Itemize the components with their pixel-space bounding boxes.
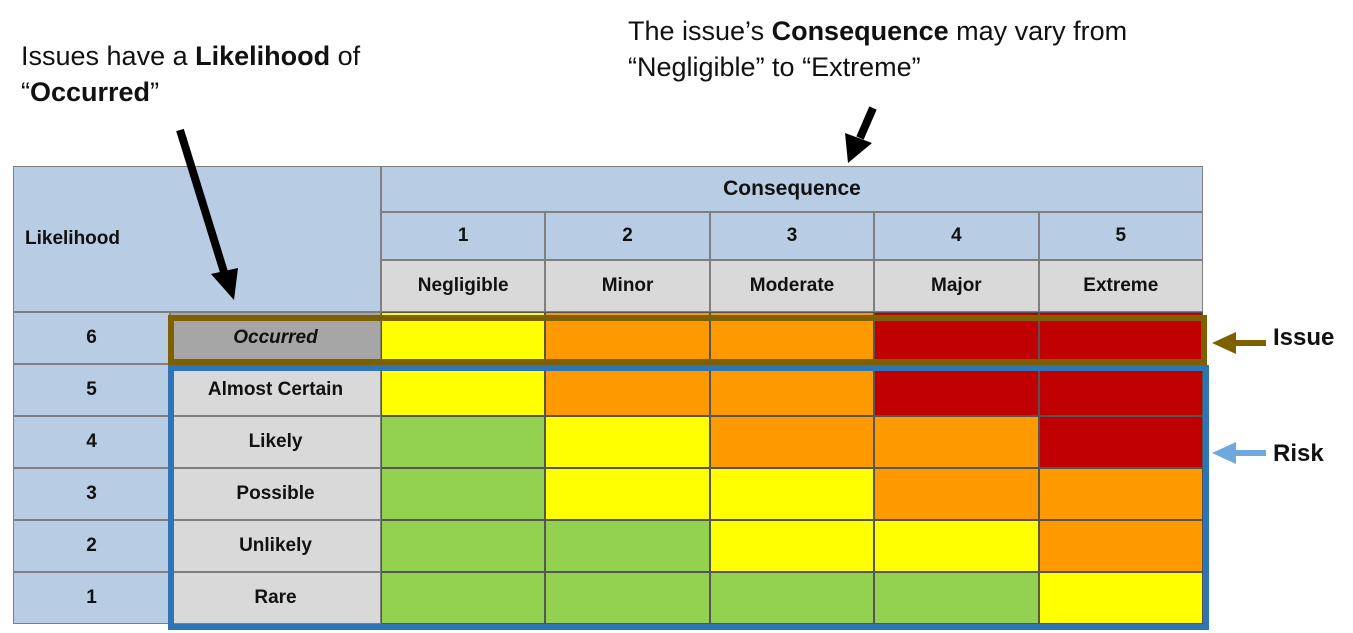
likelihood-number: 6 xyxy=(13,312,170,364)
consequence-number: 2 xyxy=(545,212,710,260)
risk-cell-green xyxy=(874,572,1039,624)
likelihood-number: 3 xyxy=(13,468,170,520)
likelihood-note-line2: “Occurred” xyxy=(21,77,160,107)
risk-cell-orange xyxy=(709,312,875,364)
consequence-label: Major xyxy=(874,260,1039,312)
risk-cell-green xyxy=(709,572,875,624)
consequence-label: Minor xyxy=(545,260,710,312)
consequence-note-line1: The issue’s Consequence may vary from xyxy=(628,16,1128,46)
likelihood-number: 4 xyxy=(13,416,170,468)
consequence-number: 4 xyxy=(874,212,1039,260)
risk-cell-green xyxy=(545,520,710,572)
likelihood-label: Likely xyxy=(170,416,381,468)
likelihood-note: Issues have a Likelihood of “Occurred” xyxy=(21,38,360,110)
likelihood-number: 5 xyxy=(13,364,170,416)
likelihood-note-line1: Issues have a Likelihood of xyxy=(21,41,361,71)
likelihood-number: 2 xyxy=(13,520,170,572)
risk-cell-red xyxy=(874,364,1039,416)
risk-cell-yellow xyxy=(381,312,546,364)
risk-cell-orange xyxy=(709,364,875,416)
risk-cell-green xyxy=(381,416,546,468)
risk-cell-orange xyxy=(545,312,710,364)
risk-arrow-icon xyxy=(1212,442,1266,464)
likelihood-label: Rare xyxy=(170,572,381,624)
risk-cell-green xyxy=(381,468,546,520)
issue-arrow-icon xyxy=(1212,332,1266,354)
risk-cell-orange xyxy=(709,416,875,468)
consequence-number: 5 xyxy=(1038,212,1203,260)
occurred-label: Occurred xyxy=(170,312,381,364)
arrow-to-consequence-icon xyxy=(845,106,877,163)
risk-cell-red xyxy=(874,312,1039,364)
risk-cell-yellow xyxy=(709,520,875,572)
consequence-number: 3 xyxy=(709,212,875,260)
likelihood-label: Possible xyxy=(170,468,381,520)
risk-cell-red xyxy=(1038,364,1203,416)
risk-cell-orange xyxy=(545,364,710,416)
risk-cell-green xyxy=(545,572,710,624)
risk-cell-yellow xyxy=(545,416,710,468)
risk-cell-green xyxy=(381,520,546,572)
risk-cell-yellow xyxy=(874,520,1039,572)
risk-cell-red xyxy=(1038,312,1203,364)
risk-cell-orange xyxy=(874,468,1039,520)
risk-cell-yellow xyxy=(709,468,875,520)
risk-cell-orange xyxy=(1038,468,1203,520)
likelihood-label: Unlikely xyxy=(170,520,381,572)
risk-cell-orange xyxy=(874,416,1039,468)
risk-cell-yellow xyxy=(1038,572,1203,624)
likelihood-header: Likelihood xyxy=(13,166,381,312)
likelihood-label: Almost Certain xyxy=(170,364,381,416)
consequence-label: Moderate xyxy=(709,260,875,312)
consequence-number: 1 xyxy=(381,212,546,260)
consequence-note: The issue’s Consequence may vary from “N… xyxy=(628,13,1127,85)
risk-cell-yellow xyxy=(545,468,710,520)
consequence-label: Negligible xyxy=(381,260,546,312)
consequence-header: Consequence xyxy=(381,166,1203,212)
issue-label: Issue xyxy=(1273,324,1335,351)
risk-cell-yellow xyxy=(381,364,546,416)
risk-cell-orange xyxy=(1038,520,1203,572)
risk-cell-red xyxy=(1038,416,1203,468)
likelihood-number: 1 xyxy=(13,572,170,624)
risk-cell-green xyxy=(381,572,546,624)
risk-label: Risk xyxy=(1273,440,1324,467)
consequence-label: Extreme xyxy=(1038,260,1203,312)
consequence-note-line2: “Negligible” to “Extreme” xyxy=(628,52,921,82)
